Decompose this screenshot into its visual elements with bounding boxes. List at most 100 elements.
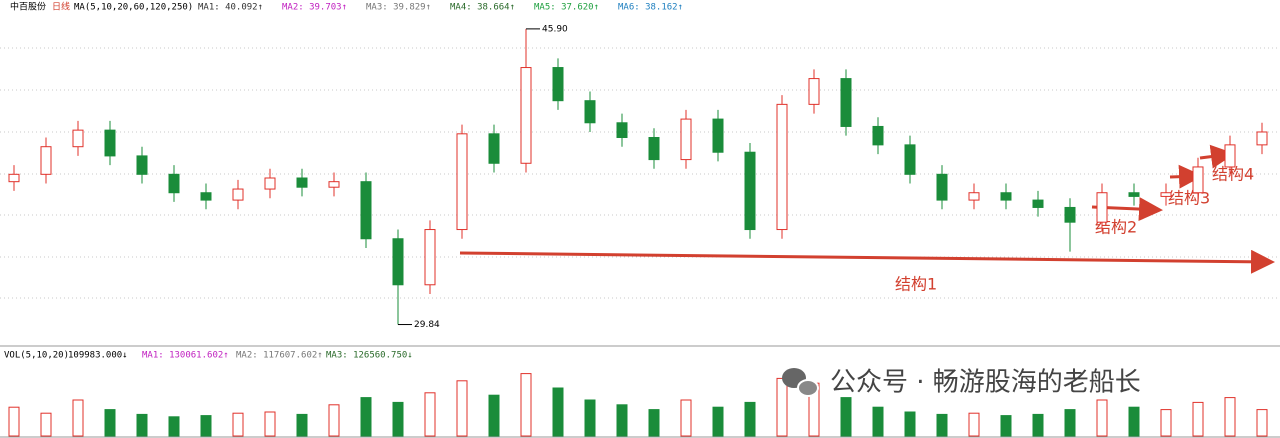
candle-body bbox=[680, 118, 692, 161]
volume-bar bbox=[616, 404, 628, 437]
candle-body bbox=[840, 78, 852, 127]
volume-bar bbox=[712, 406, 724, 437]
candle-body bbox=[808, 78, 820, 105]
volume-bar bbox=[1032, 413, 1044, 437]
volume-bar bbox=[1160, 409, 1172, 437]
volume-bar bbox=[584, 399, 596, 437]
volume-bar bbox=[1000, 415, 1012, 437]
ma-value: MA1: 40.092↑ bbox=[198, 3, 263, 13]
volume-bar bbox=[488, 394, 500, 437]
vol-last: 109983.000↓ bbox=[68, 351, 128, 361]
candle-body bbox=[200, 192, 212, 201]
candle-body bbox=[1224, 144, 1236, 168]
candle-body bbox=[456, 133, 468, 231]
volume-bar bbox=[840, 397, 852, 437]
volume-bar bbox=[424, 392, 436, 437]
volume-bar bbox=[1064, 409, 1076, 437]
volume-bar bbox=[264, 411, 276, 437]
candle-body bbox=[104, 129, 116, 157]
ma-value: MA2: 39.703↑ bbox=[282, 3, 347, 13]
volume-bar bbox=[72, 399, 84, 437]
structure-label: 结构3 bbox=[1168, 189, 1210, 208]
volume-bar bbox=[904, 411, 916, 437]
ma-params: MA(5,10,20,60,120,250) bbox=[74, 3, 193, 13]
wechat-icon bbox=[782, 368, 819, 397]
candle-body bbox=[1192, 166, 1204, 194]
volume-bar bbox=[360, 397, 372, 437]
volume-bar bbox=[104, 409, 116, 437]
candle-body bbox=[136, 155, 148, 175]
candle-body bbox=[392, 238, 404, 286]
volume-bar bbox=[392, 401, 404, 437]
vol-header: VOL(5,10,20) bbox=[4, 351, 69, 361]
ma-value: MA5: 37.620↑ bbox=[534, 3, 599, 13]
candle-body bbox=[1160, 192, 1172, 197]
candle-body bbox=[616, 122, 628, 139]
grid bbox=[0, 47, 1280, 438]
structure-label: 结构4 bbox=[1212, 165, 1254, 184]
candle-body bbox=[40, 146, 52, 175]
candle-body bbox=[1032, 199, 1044, 208]
structure-arrows bbox=[459, 144, 1275, 274]
candle-body bbox=[296, 177, 308, 188]
candle-body bbox=[424, 229, 436, 286]
volume-bar bbox=[200, 415, 212, 437]
candle-body bbox=[1256, 131, 1268, 146]
candle-body bbox=[968, 192, 980, 201]
volume-bar bbox=[1224, 397, 1236, 437]
candle-body bbox=[520, 67, 532, 164]
volume-bar bbox=[552, 387, 564, 437]
candle-body bbox=[872, 125, 884, 146]
candle-body bbox=[744, 151, 756, 231]
volume-bar bbox=[328, 404, 340, 437]
ma-value: MA3: 39.829↑ bbox=[366, 3, 431, 13]
candle-body bbox=[72, 129, 84, 148]
period: 日线 bbox=[52, 1, 70, 13]
candle-body bbox=[1000, 192, 1012, 201]
volume-bar bbox=[1128, 406, 1140, 437]
candle-body bbox=[1096, 192, 1108, 223]
candle-body bbox=[1128, 192, 1140, 197]
structure-label: 结构1 bbox=[895, 275, 937, 294]
candle-body bbox=[8, 173, 20, 183]
volume-bar bbox=[1096, 399, 1108, 437]
candle-body bbox=[360, 181, 372, 240]
candle-body bbox=[264, 177, 276, 190]
volume-bar bbox=[872, 406, 884, 437]
watermark: 公众号 · 畅游股海的老船长 bbox=[830, 368, 1141, 398]
volume-bar bbox=[744, 401, 756, 437]
volume-bar bbox=[40, 412, 52, 437]
volume-bar bbox=[168, 416, 180, 437]
volume-bar bbox=[136, 413, 148, 437]
candle-body bbox=[232, 188, 244, 201]
volume-bar bbox=[936, 413, 948, 437]
candle-body bbox=[168, 173, 180, 194]
high-label: 45.90 bbox=[542, 24, 568, 34]
volume-bar bbox=[232, 412, 244, 437]
candle-body bbox=[712, 118, 724, 153]
candle-body bbox=[584, 100, 596, 124]
volume-bar bbox=[520, 373, 532, 437]
low-label: 29.84 bbox=[414, 320, 440, 330]
candle-body bbox=[488, 133, 500, 164]
ma-value: MA4: 38.664↑ bbox=[450, 3, 515, 13]
candle-body bbox=[904, 144, 916, 175]
volume-bar bbox=[8, 406, 20, 437]
volume-bar bbox=[296, 413, 308, 437]
candle-body bbox=[1064, 206, 1076, 223]
ma-value: MA6: 38.162↑ bbox=[618, 3, 683, 13]
volume-bar bbox=[968, 412, 980, 437]
volume-bar bbox=[648, 409, 660, 437]
candle-body bbox=[776, 103, 788, 231]
vol-ma: MA2: 117607.602↑ bbox=[236, 351, 323, 361]
stock-name: 中百股份 bbox=[10, 1, 46, 13]
volume-bar bbox=[776, 377, 788, 437]
volume-bar bbox=[1192, 401, 1204, 437]
vol-ma: MA3: 126560.750↓ bbox=[326, 351, 413, 361]
vol-ma: MA1: 130061.602↑ bbox=[142, 351, 229, 361]
candle-body bbox=[328, 181, 340, 188]
volume-bar bbox=[680, 399, 692, 437]
volume-bar bbox=[1256, 409, 1268, 437]
candle-body bbox=[936, 173, 948, 201]
